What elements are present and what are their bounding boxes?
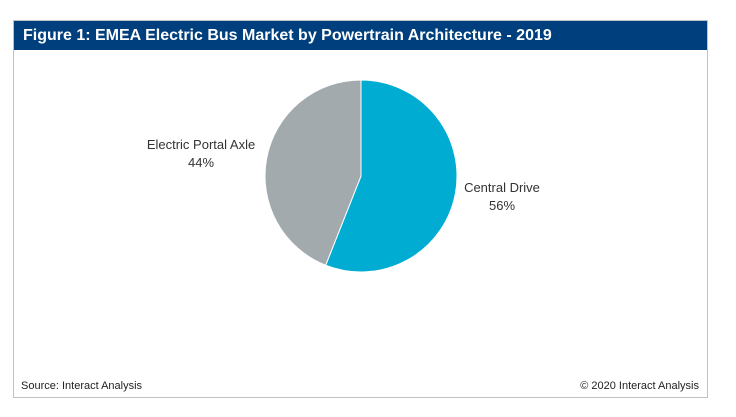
slice-label: Central Drive bbox=[464, 180, 540, 195]
pie-slice-central-drive bbox=[325, 79, 458, 273]
pie-chart: Central Drive 56% Electric Portal Axle 44% bbox=[147, 79, 540, 273]
slice-label: Electric Portal Axle bbox=[147, 137, 255, 152]
chart-frame: Figure 1: EMEA Electric Bus Market by Po… bbox=[13, 20, 708, 398]
slice-value-label: 56% bbox=[489, 198, 515, 213]
slice-value-label: 44% bbox=[188, 155, 214, 170]
pie-slice-electric-portal-axle bbox=[264, 79, 362, 266]
chart-title: Figure 1: EMEA Electric Bus Market by Po… bbox=[14, 21, 707, 50]
source-note: Source: Interact Analysis bbox=[21, 380, 143, 392]
copyright-note: © 2020 Interact Analysis bbox=[580, 380, 699, 392]
